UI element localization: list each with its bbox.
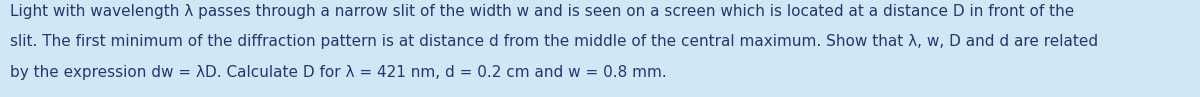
Text: Light with wavelength λ passes through a narrow slit of the width w and is seen : Light with wavelength λ passes through a…	[10, 4, 1074, 19]
Text: by the expression dw = λD. Calculate D for λ = 421 nm, d = 0.2 cm and w = 0.8 mm: by the expression dw = λD. Calculate D f…	[10, 65, 666, 80]
Text: slit. The first minimum of the diffraction pattern is at distance d from the mid: slit. The first minimum of the diffracti…	[10, 34, 1098, 49]
